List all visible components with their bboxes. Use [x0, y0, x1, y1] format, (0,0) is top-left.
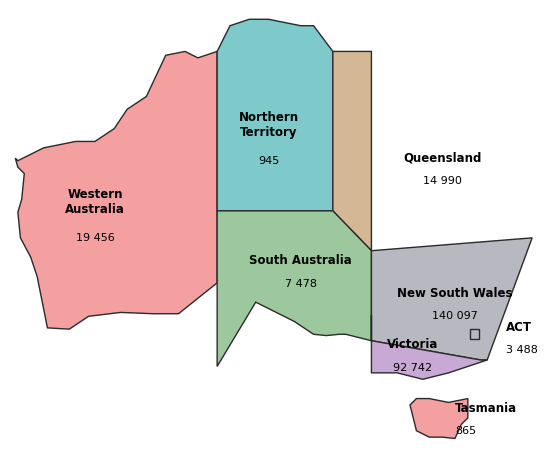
Polygon shape	[470, 329, 480, 339]
Polygon shape	[371, 238, 532, 360]
Polygon shape	[15, 51, 217, 329]
Text: 3 488: 3 488	[507, 345, 538, 355]
Text: Queensland: Queensland	[403, 152, 481, 165]
Text: 7 478: 7 478	[285, 279, 317, 289]
Text: South Australia: South Australia	[249, 254, 352, 267]
Text: 92 742: 92 742	[393, 363, 432, 373]
Polygon shape	[371, 315, 487, 379]
Text: Northern
Territory: Northern Territory	[239, 111, 299, 139]
Text: Victoria: Victoria	[387, 338, 438, 351]
Polygon shape	[217, 19, 333, 211]
Polygon shape	[217, 211, 371, 366]
Text: 865: 865	[455, 426, 476, 436]
Polygon shape	[410, 399, 468, 438]
Polygon shape	[333, 51, 371, 251]
Text: 14 990: 14 990	[423, 176, 461, 186]
Text: New South Wales: New South Wales	[397, 287, 513, 300]
Text: 140 097: 140 097	[432, 311, 478, 321]
Text: 945: 945	[258, 156, 279, 166]
Text: Tasmania: Tasmania	[455, 402, 517, 415]
Text: ACT: ACT	[507, 321, 532, 334]
Text: 19 456: 19 456	[76, 233, 114, 243]
Text: Western
Australia: Western Australia	[65, 188, 125, 216]
